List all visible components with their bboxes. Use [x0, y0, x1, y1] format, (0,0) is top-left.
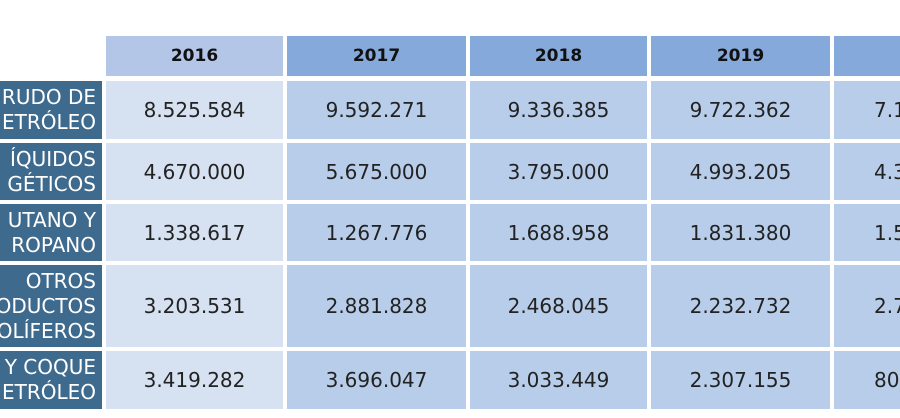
table-cell: 4.993.205 [651, 143, 830, 200]
table-cell: 3.696.047 [287, 351, 466, 409]
table-cell: 9.592.271 [287, 81, 466, 139]
row-label: UTANO Y ROPANO [0, 204, 102, 261]
table-cell: 1.5 [834, 204, 900, 261]
table-cell: 3.419.282 [106, 351, 283, 409]
table-cell: 1.338.617 [106, 204, 283, 261]
table-cell: 9.336.385 [470, 81, 647, 139]
table-cell: 5.675.000 [287, 143, 466, 200]
table-cell: 1.267.776 [287, 204, 466, 261]
table-cell: 3.795.000 [470, 143, 647, 200]
table-cell: 7.1 [834, 81, 900, 139]
table-cell: 3.033.449 [470, 351, 647, 409]
table-cell: 3.203.531 [106, 265, 283, 347]
column-header-2018: 2018 [470, 36, 647, 76]
table-cell: 8.525.584 [106, 81, 283, 139]
table-cell: 2.307.155 [651, 351, 830, 409]
column-header-2017: 2017 [287, 36, 466, 76]
row-label: Y COQUE ETRÓLEO [0, 351, 102, 409]
table-cell: 80 [834, 351, 900, 409]
column-header-2016: 2016 [106, 36, 283, 76]
row-label: RUDO DE ETRÓLEO [0, 81, 102, 139]
table-cell: 9.722.362 [651, 81, 830, 139]
table-cell: 4.670.000 [106, 143, 283, 200]
table-cell: 2.232.732 [651, 265, 830, 347]
column-header-2019: 2019 [651, 36, 830, 76]
table-cell: 4.3 [834, 143, 900, 200]
column-header-cut [834, 36, 900, 76]
table-cell: 2.881.828 [287, 265, 466, 347]
table-cell: 1.831.380 [651, 204, 830, 261]
row-label: ÍQUIDOS GÉTICOS [0, 143, 102, 200]
table-cell: 1.688.958 [470, 204, 647, 261]
table-cell: 2.468.045 [470, 265, 647, 347]
row-label: OTROS ODUCTOS OLÍFEROS [0, 265, 102, 347]
table-cell: 2.7 [834, 265, 900, 347]
